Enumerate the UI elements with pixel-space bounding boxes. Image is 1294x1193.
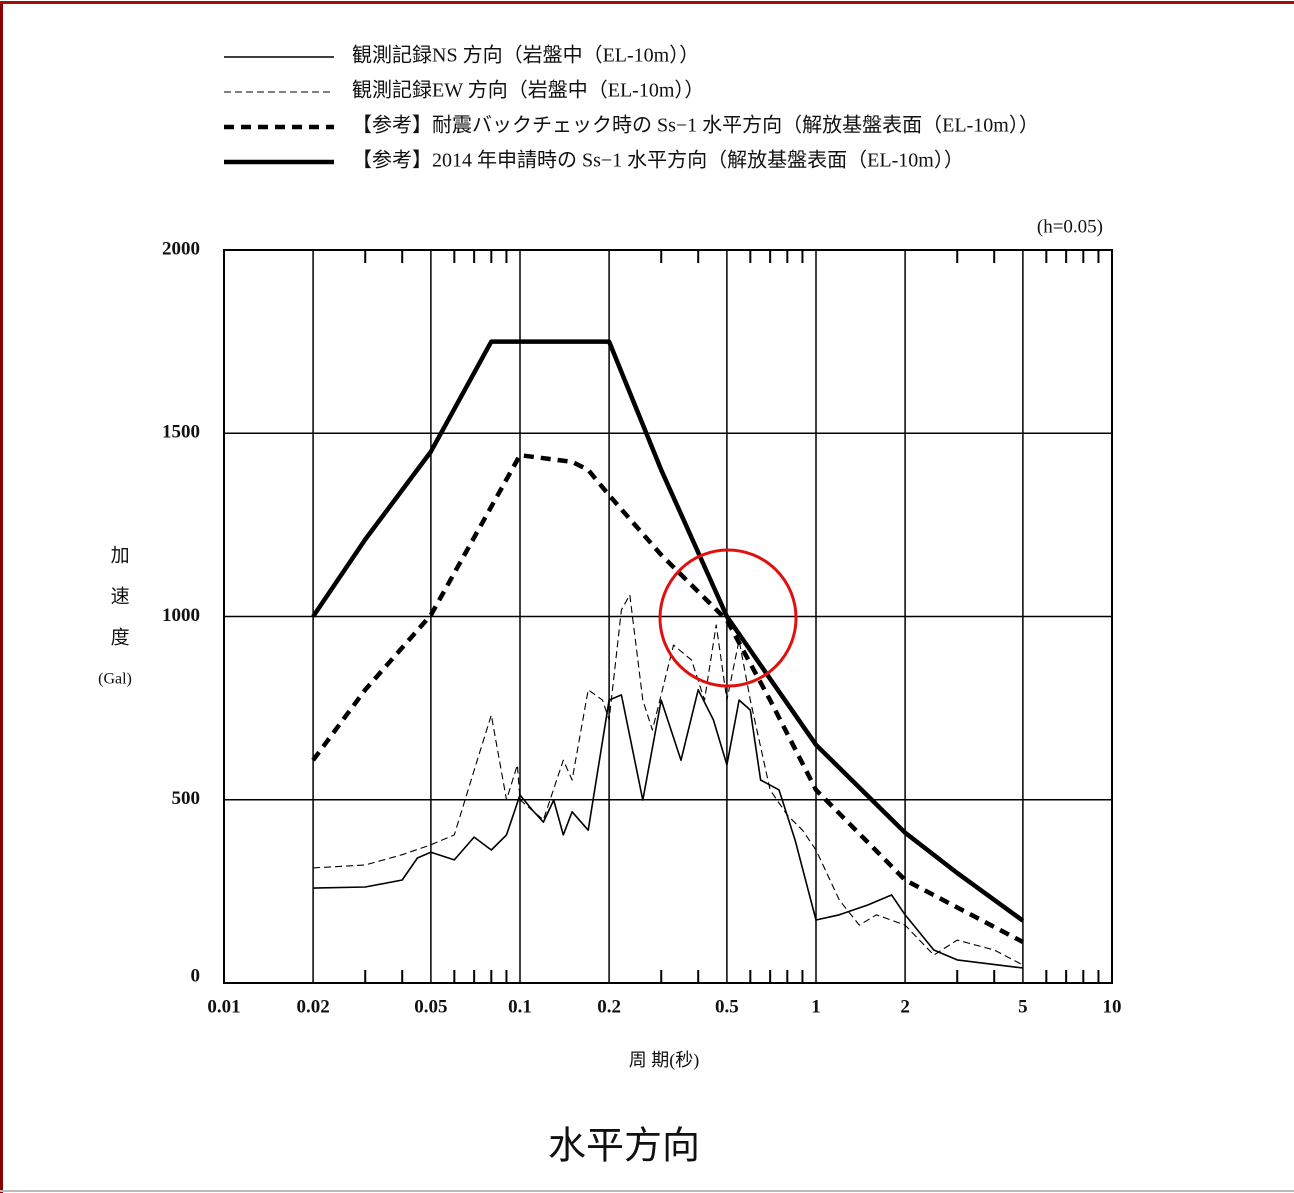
plot-frame <box>223 249 1113 984</box>
x-tick-label: 0.1 <box>508 996 532 1017</box>
y-tick-label: 0 <box>191 965 201 986</box>
x-tick-label: 0.2 <box>597 996 621 1017</box>
y-tick-label: 500 <box>172 788 201 809</box>
series-line <box>311 452 1024 944</box>
highlight-circle <box>658 548 798 688</box>
legend-label: 観測記録NS 方向（岩盤中（EL-10m）） <box>352 44 699 67</box>
legend-label: 【参考】耐震バックチェック時の Ss−1 水平方向（解放基盤表面（EL-10m）… <box>352 114 1039 137</box>
x-tick-label: 0.02 <box>296 996 329 1017</box>
x-tick-label: 0.01 <box>207 996 240 1017</box>
x-axis-label: 周 期(秒) <box>629 1050 700 1071</box>
x-tick-label: 1 <box>811 996 821 1017</box>
x-tick-label: 10 <box>1103 996 1122 1017</box>
x-tick-label: 0.5 <box>715 996 739 1017</box>
x-tick-label: 0.05 <box>414 996 447 1017</box>
series-line <box>313 689 1023 969</box>
y-tick-label: 1500 <box>162 422 200 443</box>
y-tick-label: 1000 <box>162 605 200 626</box>
y-axis-label: 加速度 <box>108 545 130 668</box>
legend-label: 【参考】2014 年申請時の Ss−1 水平方向（解放基盤表面（EL-10m）） <box>352 149 964 172</box>
x-tick-label: 2 <box>900 996 910 1017</box>
series-line <box>313 594 1024 966</box>
annotation: (h=0.05) <box>1037 216 1103 237</box>
y-tick-label: 2000 <box>162 238 200 259</box>
series-line <box>311 339 1025 923</box>
y-axis-unit: (Gal) <box>98 671 132 688</box>
legend-label: 観測記録EW 方向（岩盤中（EL-10m）） <box>352 79 704 102</box>
x-tick-label: 5 <box>1018 996 1028 1017</box>
chart-title: 水平方向 <box>548 1124 700 1168</box>
